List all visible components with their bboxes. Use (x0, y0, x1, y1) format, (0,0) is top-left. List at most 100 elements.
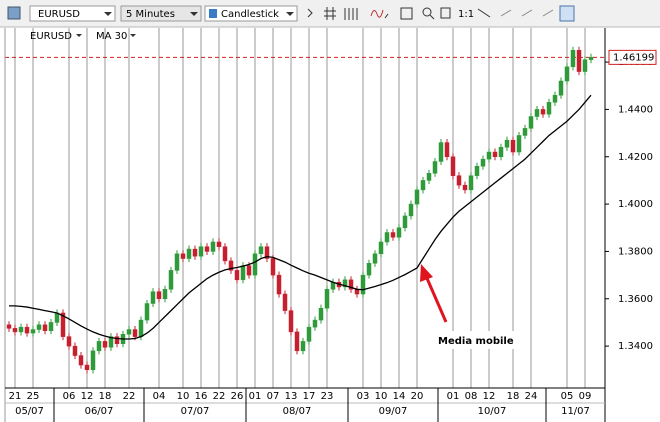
candle-body (24, 326, 30, 334)
x-tick-label: 01 (447, 391, 460, 402)
x-tick-label: 10 (375, 391, 388, 402)
candle-body (186, 248, 192, 259)
candle-body (162, 289, 168, 300)
candle-body (456, 175, 462, 186)
candle-body (510, 139, 516, 153)
candle-body (210, 241, 216, 252)
candle-body (216, 241, 222, 247)
annotation-bg (434, 331, 528, 349)
menu-icon[interactable] (7, 6, 21, 20)
x-tick-label: 23 (321, 391, 334, 402)
candle-body (96, 341, 102, 352)
candle-body (108, 336, 114, 348)
x-tick-label: 17 (303, 391, 316, 402)
candle-body (54, 312, 60, 323)
x-tick-label: 04 (153, 391, 166, 402)
zoom-label[interactable]: 1:1 (458, 9, 474, 20)
candle-body (492, 151, 498, 158)
candle-body (60, 312, 66, 337)
month-label: 11/07 (561, 406, 590, 417)
candle-body (198, 246, 204, 257)
x-tick-label: 22 (123, 391, 136, 402)
candle-body (378, 241, 384, 255)
dropdown-arrow (190, 12, 198, 16)
tool-icons[interactable] (307, 7, 554, 20)
candle-body (474, 165, 480, 176)
candle-body (504, 139, 510, 148)
candle-body (180, 253, 186, 259)
month-label: 09/07 (379, 406, 408, 417)
candle-body (348, 279, 354, 290)
month-label: 06/07 (85, 406, 114, 417)
crosshair-toggle[interactable] (559, 5, 575, 22)
x-tick-label: 16 (195, 391, 208, 402)
candle-body (546, 102, 552, 115)
candle-body (36, 324, 42, 330)
legend-symbol[interactable]: EURUSD (30, 31, 72, 42)
x-tick-label: 26 (231, 391, 244, 402)
candle-body (258, 246, 264, 255)
symbol-select[interactable]: EURUSD (38, 9, 80, 20)
x-tick-label: 13 (285, 391, 298, 402)
candle-body (264, 246, 270, 259)
candle-body (252, 253, 258, 276)
symbol-box[interactable] (29, 5, 116, 22)
candle-body (528, 116, 534, 129)
candle-body (384, 232, 390, 243)
interval-box[interactable] (120, 5, 202, 22)
month-label: 10/07 (478, 406, 507, 417)
x-tick-label: 12 (483, 391, 496, 402)
candle-body (138, 319, 144, 337)
candle-body (6, 324, 12, 329)
style-select[interactable]: Candlestick (221, 9, 279, 20)
candle-body (420, 180, 426, 191)
candle-body (300, 341, 306, 352)
candle-body (414, 189, 420, 205)
candle-body (156, 291, 162, 300)
x-tick-label: 09 (579, 391, 592, 402)
y-tick-label: 1.4200 (618, 152, 653, 163)
dropdown-arrow (104, 12, 112, 16)
annotation-arrowhead (420, 264, 433, 282)
annotation-arrow (424, 275, 448, 323)
candle-body (30, 329, 36, 334)
style-box[interactable] (204, 5, 298, 22)
candle-body (396, 227, 402, 238)
legend-ma[interactable]: MA 30 (96, 31, 127, 42)
candle-body (498, 147, 504, 158)
candle-body (102, 341, 108, 348)
candle-body (366, 263, 372, 276)
candle-body (228, 260, 234, 271)
candle-body (270, 258, 276, 276)
dropdown-arrow (76, 34, 82, 37)
candle-body (318, 307, 324, 321)
candle-body (144, 303, 150, 321)
candle-body (342, 279, 348, 288)
candle-body (588, 57, 594, 60)
style-icon (209, 9, 217, 18)
candle-body (150, 291, 156, 304)
candle-body (84, 364, 90, 371)
interval-select[interactable]: 5 Minutes (126, 9, 175, 20)
candle-body (168, 270, 174, 290)
x-tick-label: 14 (393, 391, 406, 402)
candle-body (480, 158, 486, 167)
candle-body (360, 274, 366, 295)
candle-body (126, 329, 132, 335)
candle-body (432, 161, 438, 174)
y-tick-label: 1.4000 (618, 199, 653, 210)
candle-body (372, 253, 378, 264)
candle-body (450, 156, 456, 176)
candle-body (576, 49, 582, 72)
candle-body (78, 355, 84, 366)
candle-body (192, 248, 198, 257)
dropdown-arrow (130, 34, 136, 37)
candle-body (486, 151, 492, 160)
candle-body (444, 142, 450, 158)
last-price-label: 1.46199 (613, 52, 654, 63)
candle-body (516, 135, 522, 153)
candle-body (18, 326, 24, 333)
y-tick-label: 1.3800 (618, 246, 653, 257)
candle-body (306, 326, 312, 342)
